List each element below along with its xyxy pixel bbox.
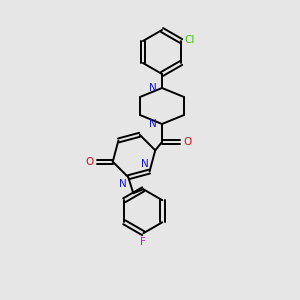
Text: O: O <box>85 157 94 167</box>
Text: Cl: Cl <box>184 35 194 45</box>
Text: N: N <box>149 119 157 129</box>
Text: N: N <box>141 159 148 169</box>
Text: O: O <box>183 137 191 147</box>
Text: N: N <box>149 83 157 93</box>
Text: F: F <box>140 237 146 247</box>
Text: N: N <box>118 179 126 189</box>
